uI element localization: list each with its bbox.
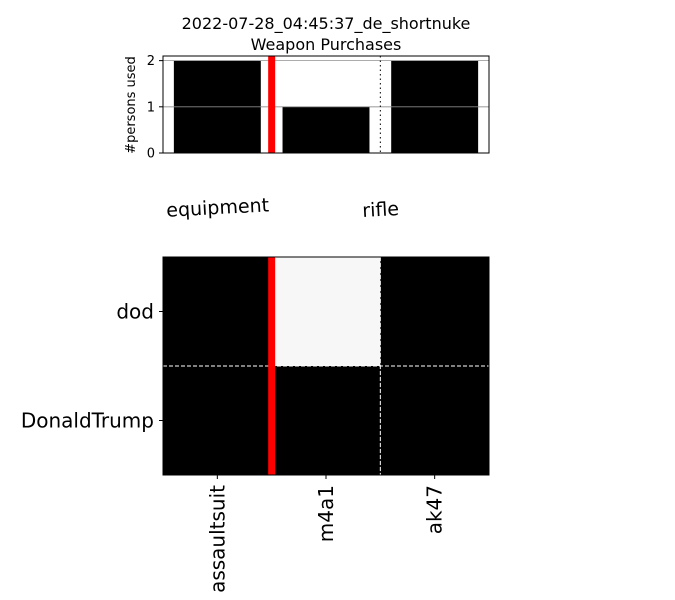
bar-axes-frame bbox=[162, 55, 490, 154]
heatmap-cell-DonaldTrump-ak47 bbox=[380, 366, 489, 475]
heatmap-cell-dod-ak47 bbox=[380, 257, 489, 366]
col-label-m4a1: m4a1 bbox=[314, 485, 338, 542]
chart-title: 2022-07-28_04:45:37_de_shortnuke bbox=[182, 14, 471, 34]
heatmap-cell-DonaldTrump-m4a1 bbox=[271, 366, 381, 475]
y-tick-label: 0 bbox=[147, 147, 155, 162]
heatmap-cell-dod-m4a1 bbox=[271, 257, 381, 366]
col-label-ak47: ak47 bbox=[423, 485, 447, 534]
group-label-equipment: equipment bbox=[166, 194, 270, 221]
row-label-DonaldTrump: DonaldTrump bbox=[21, 409, 154, 433]
col-label-assaultsuit: assaultsuit bbox=[205, 485, 229, 593]
group-labels: equipment rifle bbox=[166, 194, 400, 222]
heatmap-cell-dod-assaultsuit bbox=[163, 257, 272, 366]
bar-m4a1 bbox=[282, 106, 370, 153]
heatmap-cell-DonaldTrump-assaultsuit bbox=[163, 366, 272, 475]
group-label-rifle: rifle bbox=[362, 198, 400, 222]
heatmap: dod DonaldTrump assaultsuit m4a1 ak47 bbox=[21, 256, 490, 593]
y-tick-label: 1 bbox=[147, 100, 155, 115]
chart-subtitle: Weapon Purchases bbox=[251, 35, 402, 54]
y-axis-label: #persons used bbox=[124, 56, 139, 154]
y-tick-label: 2 bbox=[147, 54, 155, 69]
bar-chart: 0 1 2 bbox=[147, 54, 490, 162]
row-label-dod: dod bbox=[116, 300, 154, 324]
